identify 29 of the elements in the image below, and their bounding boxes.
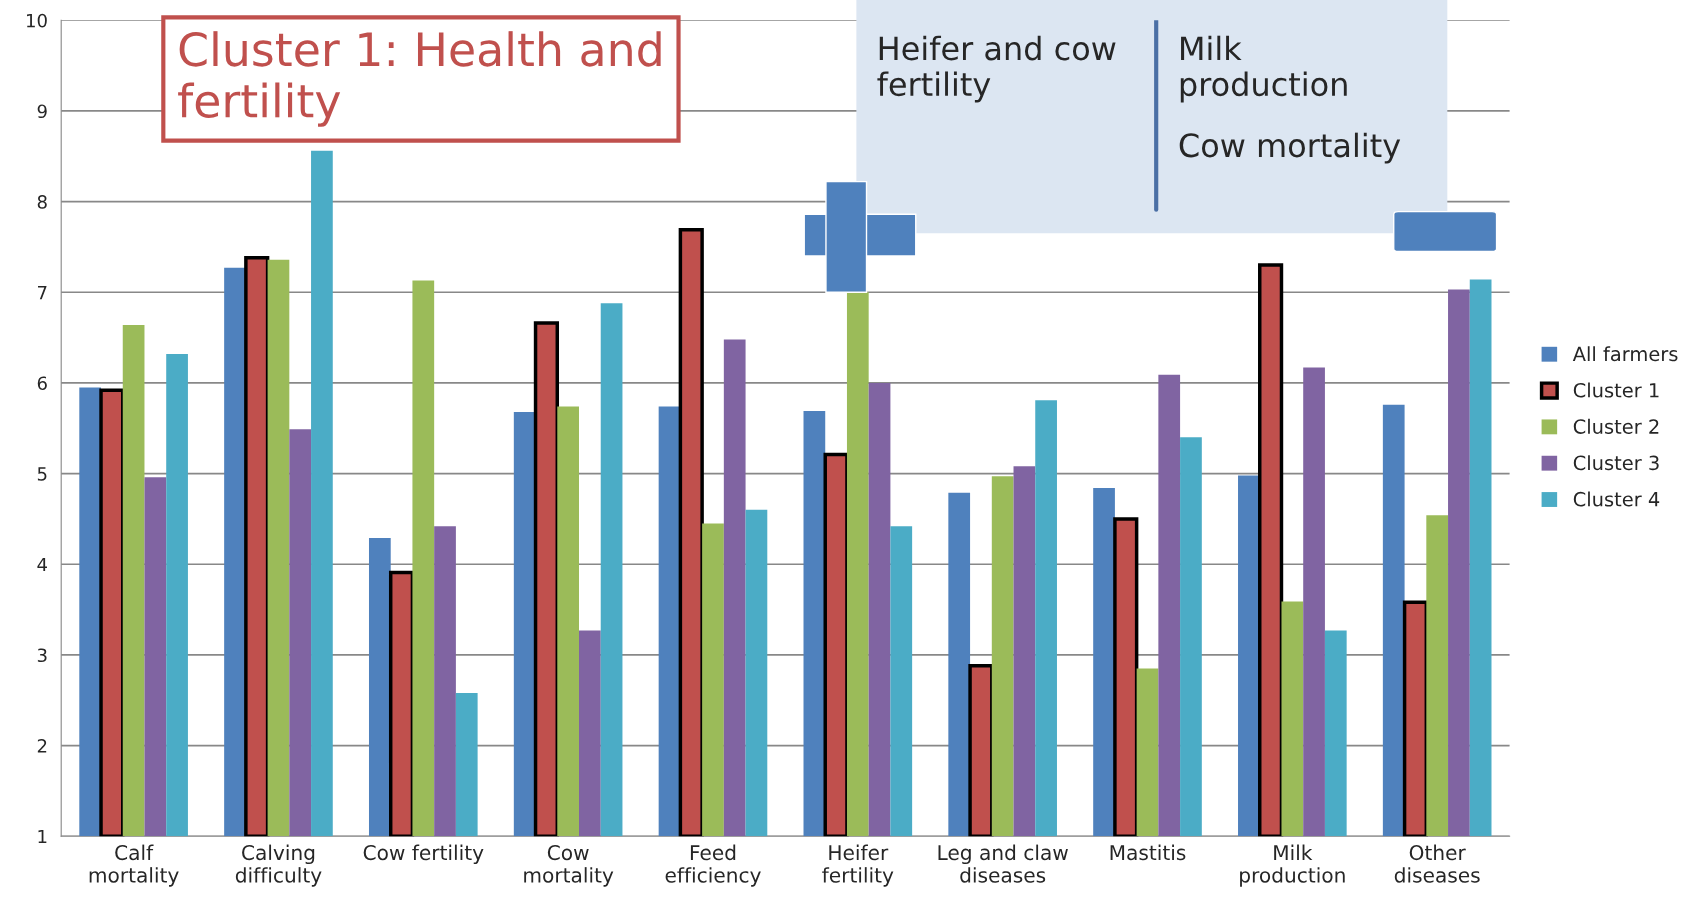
annotation: Heifer and cow fertility	[877, 35, 1116, 103]
y-tick-label: 5	[37, 467, 47, 481]
x-tick-label: Cow fertility	[363, 844, 484, 865]
legend-label: Cluster 1	[1573, 382, 1659, 398]
legend-label: Cluster 4	[1573, 491, 1660, 507]
y-tick-label: 8	[37, 195, 47, 209]
x-tick-label: Calving difficulty	[235, 844, 322, 887]
legend-label: Cluster 2	[1573, 418, 1659, 434]
x-tick-label: Milk production	[1240, 844, 1345, 887]
x-tick-label: Leg and claw diseases	[938, 844, 1068, 883]
y-tick-label: 7	[38, 285, 47, 300]
legend-label: All farmers	[1572, 346, 1678, 362]
x-tick-label: Other diseases	[1394, 844, 1480, 883]
annotation: Cow mortality	[1179, 132, 1401, 164]
x-tick-label: Feed efficiency	[665, 844, 761, 887]
annotation: Cluster 1: Health and fertility	[178, 31, 661, 127]
y-tick-label: 2	[37, 739, 47, 753]
y-tick-label: 10	[27, 13, 47, 28]
x-tick-label: Mastitis	[1110, 844, 1186, 861]
y-tick-label: 9	[37, 104, 47, 119]
annotation: Milk production	[1180, 35, 1347, 103]
y-tick-label: 6	[37, 376, 47, 391]
y-tick-label: 1	[38, 829, 47, 844]
y-tick-label: 4	[37, 557, 47, 572]
x-tick-label: Heifer fertility	[822, 844, 894, 887]
legend-label: Cluster 3	[1573, 455, 1659, 471]
x-tick-label: Calf mortality	[89, 844, 179, 887]
x-tick-label: Cow mortality	[524, 844, 614, 887]
y-tick-label: 3	[37, 648, 47, 663]
